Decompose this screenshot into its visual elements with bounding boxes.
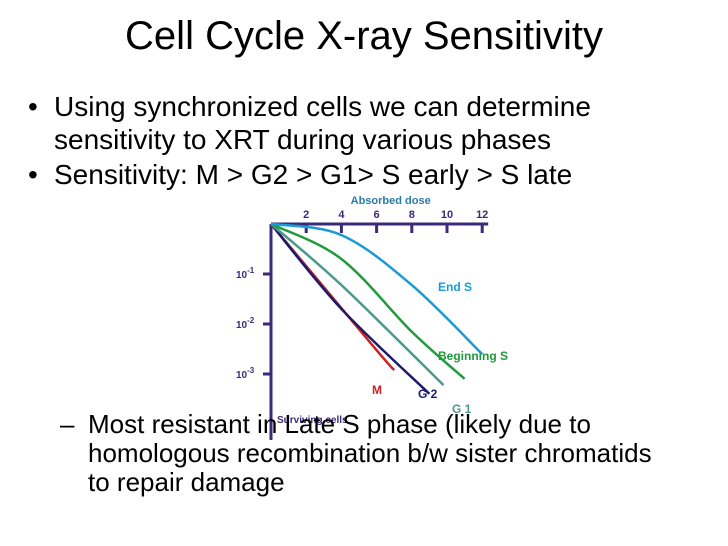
x-axis-title: Absorbed dose (351, 195, 431, 207)
x-tick-label: 12 (476, 209, 488, 221)
series-label-g-1: G 1 (452, 402, 472, 416)
slide-title: Cell Cycle X-ray Sensitivity (125, 14, 603, 58)
series-label-m: M (372, 383, 382, 397)
series-label-g-2: G 2 (418, 387, 438, 401)
series-line-beginning-s (270, 222, 466, 380)
series-line-g-2 (270, 223, 431, 395)
bullet-1-line-2: sensitivity to XRT during various phases (54, 124, 551, 155)
x-tick-label: 2 (303, 209, 309, 221)
sub-bullet-line-3: to repair damage (88, 467, 285, 497)
sub-bullet-dash: – (60, 409, 75, 439)
series-line-g-1 (270, 223, 445, 386)
y-tick-label: 10-3 (236, 366, 255, 381)
bullet-2-line-1: Sensitivity: M > G2 > G1> S early > S la… (54, 159, 573, 190)
series-line-end-s (270, 222, 484, 355)
bullet-dot: • (28, 159, 38, 190)
sub-bullet-line-2: homologous recombination b/w sister chro… (88, 438, 652, 468)
y-tick-label: 10-1 (236, 266, 255, 281)
sub-bullet-line-1: Most resistant in Late S phase (likely d… (88, 409, 591, 439)
bullet-1-line-1: Using synchronized cells we can determin… (54, 91, 591, 122)
bullet-dot: • (28, 91, 38, 122)
x-tick-label: 8 (409, 209, 415, 221)
y-axis-title: Surviving cells (277, 415, 348, 426)
series-label-end-s: End S (438, 280, 472, 294)
x-tick-label: 10 (441, 209, 453, 221)
series-label-beginning-s: Beginning S (438, 349, 508, 363)
y-tick-label: 10-2 (236, 316, 255, 331)
x-tick-label: 4 (338, 209, 345, 221)
x-tick-label: 6 (374, 209, 380, 221)
